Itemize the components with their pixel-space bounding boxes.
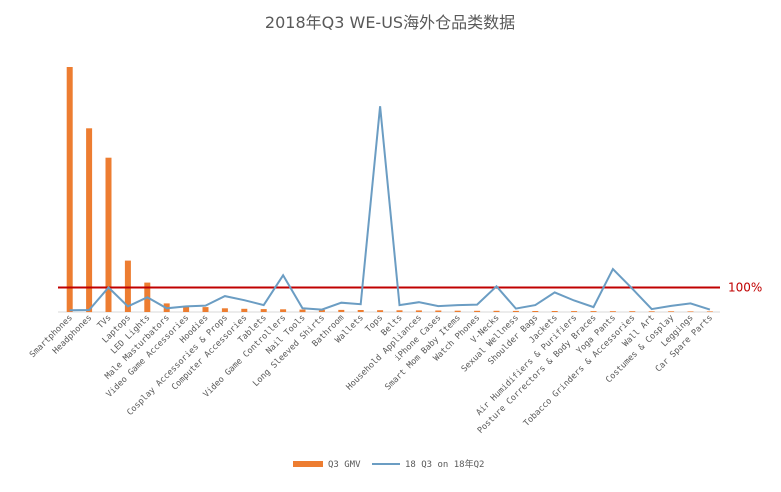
- bar-hoodies: [202, 307, 209, 312]
- bar-cosplay-accessories-props: [221, 308, 228, 312]
- bar-bathroom: [338, 309, 345, 312]
- bar-headphones: [86, 128, 93, 313]
- bar-leggings: [687, 311, 694, 312]
- bar-tablets: [260, 309, 267, 312]
- bar-series: [66, 67, 713, 313]
- bar-nail-tools: [299, 309, 306, 313]
- bar-costumes-cosplay: [668, 311, 675, 312]
- legend-line-label: 18 Q3 on 18年Q2: [405, 458, 484, 470]
- bar-wallets: [357, 310, 364, 312]
- bar-tvs: [105, 157, 112, 312]
- bar-posture-correctors-body-braces: [590, 311, 597, 312]
- bar-long-sleeved-shirts: [318, 309, 325, 312]
- bar-video-game-controllers: [280, 309, 287, 312]
- bar-shoulder-bags: [532, 311, 539, 312]
- bar-smart-mom-baby-items: [454, 310, 461, 312]
- bar-sexual-wellness: [512, 310, 519, 312]
- chart-title: 2018年Q3 WE-US海外仓品类数据: [265, 13, 515, 32]
- bar-wall-art: [648, 311, 655, 312]
- bar-laptops: [124, 260, 131, 312]
- bar-v-necks: [493, 310, 500, 312]
- bar-smartphones: [66, 67, 73, 312]
- bar-household-appliances: [415, 310, 422, 312]
- bar-car-spare-parts: [706, 311, 713, 312]
- bar-jackets: [551, 311, 558, 312]
- bar-air-humidifiers-purifiers: [571, 311, 578, 312]
- line-series: [69, 106, 711, 312]
- bar-belts: [396, 310, 403, 312]
- reference-line-label: 100%: [728, 281, 762, 295]
- bar-video-game-accessories: [183, 305, 190, 312]
- bar-computer-accessories: [241, 308, 248, 312]
- legend-bar-swatch: [293, 461, 323, 467]
- bar-yoga-pants: [609, 311, 616, 312]
- bar-tobacco-grinders-accessories: [629, 311, 636, 312]
- bar-iphone-cases: [435, 310, 442, 312]
- bar-tops: [377, 310, 384, 312]
- bar-watch-phones: [474, 310, 481, 312]
- legend: Q3 GMV 18 Q3 on 18年Q2: [293, 458, 484, 470]
- legend-bar-label: Q3 GMV: [328, 460, 361, 470]
